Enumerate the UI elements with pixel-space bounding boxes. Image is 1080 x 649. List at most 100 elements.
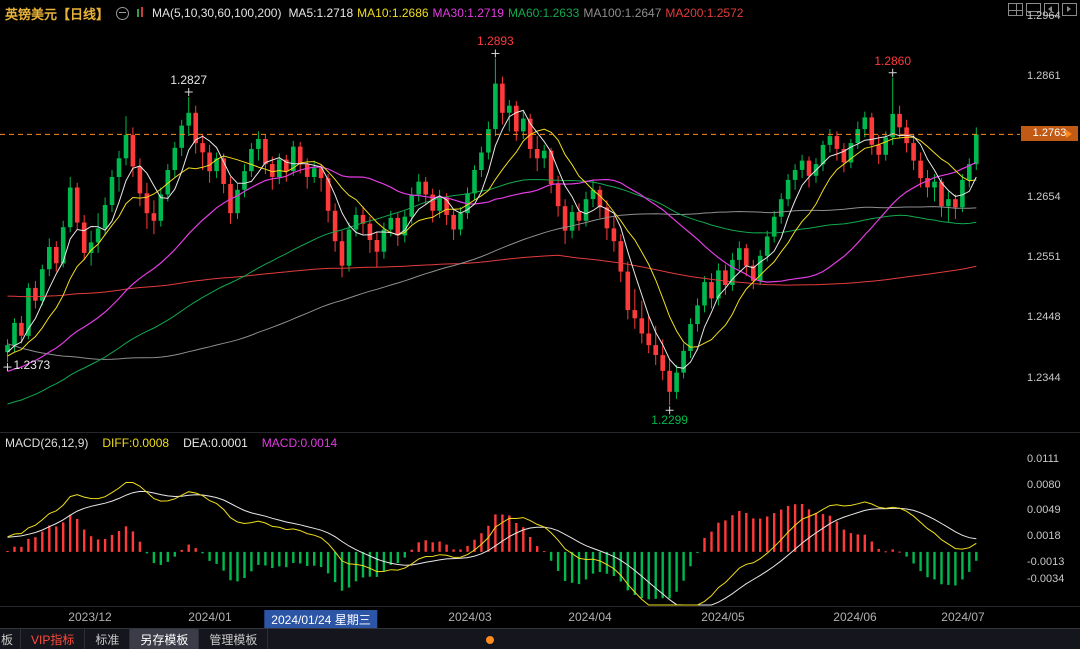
macd-bar: [752, 518, 755, 552]
candle-body: [862, 117, 868, 130]
macd-bar: [961, 551, 964, 580]
macd-bar: [612, 551, 616, 576]
macd-bar: [194, 548, 197, 552]
ma-legend: MA5:1.2718 MA10:1.2686 MA30:1.2719 MA60:1.2…: [288, 6, 747, 20]
candle-body: [500, 83, 505, 113]
macd-bar: [619, 551, 622, 582]
macd-bar: [264, 551, 267, 566]
candle-body: [716, 270, 721, 299]
candle-body: [172, 147, 178, 170]
candle-body: [325, 178, 331, 211]
candle-body: [95, 228, 101, 243]
macd-bar: [166, 551, 169, 562]
candle-body: [214, 158, 219, 172]
macd-bar: [710, 531, 713, 552]
macd-bar: [975, 551, 978, 561]
macd-panel[interactable]: [6, 482, 978, 606]
candle-body: [249, 149, 254, 172]
template-tab[interactable]: 另存模板: [130, 629, 200, 649]
macd-bar: [34, 537, 37, 552]
template-tab[interactable]: 管理模板: [199, 629, 269, 649]
candle-body: [297, 146, 303, 165]
candle-body: [12, 322, 17, 346]
candle-body: [799, 160, 805, 170]
macd-bar: [480, 533, 483, 552]
macd-bar: [452, 549, 455, 552]
main-chart-plot[interactable]: [5, 58, 979, 406]
candle-body: [5, 345, 10, 353]
header-bar: 英镑美元【日线】 MA(5,10,30,60,100,200) MA5:1.27…: [0, 0, 1080, 26]
macd-bar: [62, 522, 65, 552]
template-tab[interactable]: VIP指标: [21, 629, 86, 649]
pane-split-icon[interactable]: [1026, 3, 1041, 16]
candle-body: [186, 112, 191, 126]
candle-body: [67, 187, 73, 228]
ma5-line: [7, 109, 977, 369]
macd-bar: [138, 541, 142, 552]
date-axis-label: 2024/05: [701, 610, 745, 624]
candle-body: [521, 118, 526, 132]
macd-bar: [236, 551, 239, 582]
ma60-line: [7, 179, 977, 405]
macd-bar: [717, 522, 720, 552]
candle-body: [193, 112, 198, 144]
candle-body: [339, 241, 345, 266]
macd-bar: [173, 551, 176, 557]
macd-bar: [69, 514, 72, 552]
candle-body: [60, 227, 66, 264]
macd-bar: [438, 541, 441, 552]
macd-bar: [445, 544, 448, 552]
candle-body: [841, 149, 847, 163]
macd-bar: [549, 551, 553, 561]
macd-bar: [780, 509, 783, 552]
macd-bar: [285, 551, 288, 568]
candle-body: [548, 150, 554, 184]
candle-body: [423, 181, 428, 195]
macd-bar: [347, 551, 351, 588]
macd-bar: [20, 546, 23, 552]
page-left-icon[interactable]: [1044, 3, 1059, 16]
macd-bar: [501, 514, 504, 552]
macd-bar: [591, 551, 595, 574]
dea-line: [7, 490, 977, 606]
candle-body: [751, 265, 756, 281]
collapse-icon[interactable]: [116, 6, 130, 20]
candle-body: [130, 134, 136, 167]
macd-bar: [117, 531, 121, 552]
candle-body: [507, 105, 512, 113]
panel-separator: [0, 432, 1080, 433]
candle-body: [26, 287, 31, 336]
template-tab[interactable]: 标准: [85, 629, 131, 649]
candle-body: [695, 305, 700, 325]
macd-bar: [410, 549, 413, 552]
candle-body: [757, 255, 763, 281]
macd-bar: [731, 515, 734, 552]
candle-body: [332, 210, 338, 242]
candle-body: [493, 83, 498, 130]
macd-bar: [968, 551, 971, 572]
macd-bar: [863, 534, 866, 552]
template-tab[interactable]: 板: [0, 629, 22, 649]
candle-body: [925, 178, 930, 188]
chart-type-icon[interactable]: [136, 7, 145, 19]
price-axis-label: 1.2344: [1027, 372, 1061, 384]
candle-body: [827, 136, 833, 145]
candle-body: [123, 134, 129, 159]
candle-body: [569, 212, 575, 231]
price-annotation: 1.2299: [651, 413, 688, 428]
macd-bar: [431, 542, 434, 552]
macd-bar: [124, 526, 128, 552]
candle-body: [618, 241, 624, 272]
pane-grid-icon[interactable]: [1008, 3, 1023, 16]
macd-bar: [180, 549, 183, 552]
page-right-icon[interactable]: [1062, 3, 1077, 16]
candle-body: [960, 179, 965, 208]
candle-body: [102, 205, 108, 229]
macd-bar: [83, 529, 86, 552]
macd-bar: [515, 523, 518, 552]
macd-axis-label: -0.0013: [1027, 555, 1065, 568]
macd-bar: [940, 551, 943, 585]
macd-bar: [271, 551, 274, 569]
candle-body: [541, 150, 547, 159]
